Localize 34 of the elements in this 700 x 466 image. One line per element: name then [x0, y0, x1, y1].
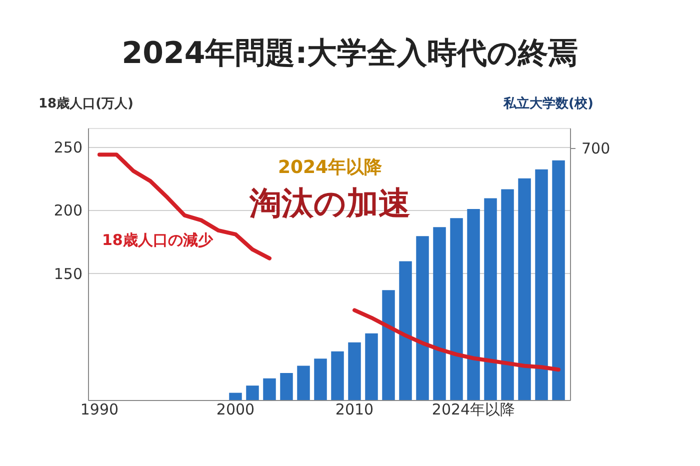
bar: [450, 218, 463, 400]
bar: [280, 372, 293, 400]
y-tick-label: 150: [54, 264, 82, 283]
y-axis-title: 18歳人口(万人): [38, 96, 134, 112]
bar: [535, 169, 548, 400]
y-tick-label: 200: [54, 202, 82, 220]
bar: [518, 178, 531, 400]
bar: [416, 236, 429, 400]
bar: [246, 386, 259, 400]
chart-title: 2024年問題:大学全入時代の終焉: [122, 36, 578, 71]
y2-axis-title: 私立大学数(校): [502, 96, 594, 112]
bar: [229, 392, 242, 400]
bar: [484, 198, 497, 400]
annotation: 淘汰の加速: [248, 184, 410, 222]
bar: [433, 227, 446, 400]
x-tick-label: 2010: [335, 400, 374, 418]
bar: [314, 358, 327, 400]
bar: [365, 333, 378, 400]
bar: [348, 342, 361, 400]
y-tick-label: 250: [54, 138, 82, 156]
series-label: 18歳人口の減少: [102, 231, 214, 249]
bar: [399, 261, 412, 400]
bar: [263, 378, 276, 400]
bar: [331, 351, 344, 400]
x-tick-label: 2000: [216, 400, 255, 418]
annotation: 2024年以降: [278, 157, 384, 178]
bar: [501, 189, 514, 400]
bar: [297, 366, 310, 400]
bar: [467, 209, 480, 400]
bar: [382, 290, 395, 400]
x-tick-label: 1990: [80, 400, 119, 418]
y2-tick-label: 700: [582, 139, 610, 158]
bar: [552, 160, 565, 400]
x-tick-label: 2024年以降: [432, 400, 516, 418]
